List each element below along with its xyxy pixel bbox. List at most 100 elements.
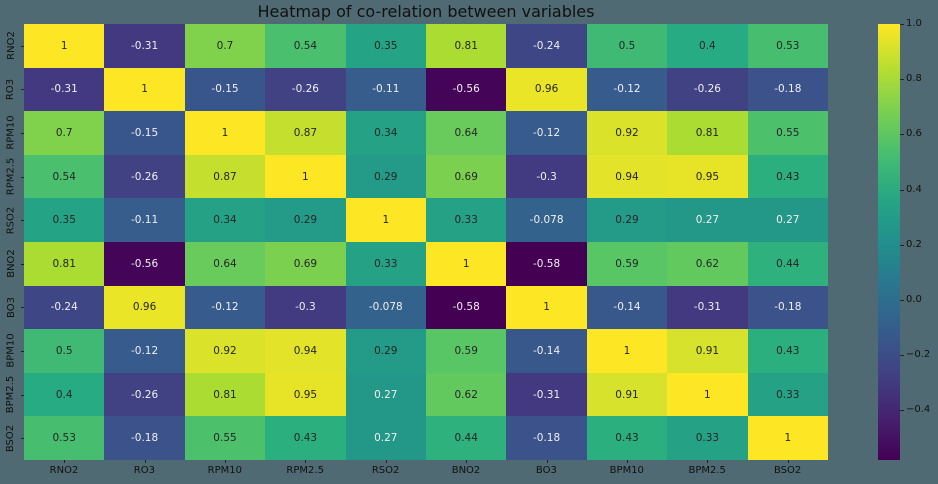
y-tick-label: BSO2 <box>5 424 17 452</box>
heatmap-cell: 0.4 <box>667 24 748 68</box>
heatmap-cell: 0.7 <box>24 111 105 155</box>
heatmap-cell: 0.94 <box>265 329 346 373</box>
heatmap-cell: 0.96 <box>104 285 185 330</box>
heatmap-cell: 0.34 <box>184 198 266 242</box>
heatmap-cell: 1 <box>747 416 828 460</box>
colorbar-tick-label: 0.8 <box>906 73 922 85</box>
heatmap-cell: 0.29 <box>586 198 668 242</box>
heatmap-cell: -0.11 <box>345 67 426 112</box>
heatmap-cell: 0.29 <box>345 154 426 199</box>
heatmap-cell: 1 <box>506 285 587 330</box>
heatmap-cell: 0.43 <box>747 329 828 373</box>
x-tick-label: RO3 <box>133 465 155 476</box>
heatmap-cell: 0.43 <box>747 154 828 199</box>
y-tick-label: RNO2 <box>5 31 17 61</box>
heatmap-cell: -0.56 <box>426 67 507 112</box>
heatmap-cell: -0.12 <box>506 111 587 155</box>
heatmap-cell: -0.3 <box>506 154 587 199</box>
heatmap-cell: 0.35 <box>24 198 105 242</box>
chart-title: Heatmap of co-relation between variables <box>257 2 595 21</box>
heatmap-cell: -0.3 <box>265 285 346 330</box>
x-tick-label: BPM10 <box>609 465 644 476</box>
heatmap-cell: 0.33 <box>747 372 828 417</box>
heatmap-cell: 0.43 <box>265 416 346 460</box>
heatmap-cell: -0.26 <box>265 67 346 112</box>
heatmap-cell: 0.27 <box>747 198 828 242</box>
x-tick-label: RPM10 <box>207 465 242 476</box>
heatmap-cell: 0.55 <box>747 111 828 155</box>
heatmap-cell: 1 <box>667 372 748 417</box>
heatmap-cell: -0.58 <box>426 285 507 330</box>
heatmap-grid: 1 -0.31 0.7 0.54 0.35 0.81 -0.24 0.5 0.4 0.53 -0.3… <box>24 24 828 460</box>
heatmap-cell: 0.92 <box>184 329 266 373</box>
y-tick-label: BNO2 <box>5 249 17 279</box>
heatmap-cell: 1 <box>104 67 185 112</box>
x-tick-label: RSO2 <box>371 465 400 476</box>
heatmap-cell: -0.18 <box>747 285 828 330</box>
heatmap-cell: 1 <box>426 241 507 286</box>
y-tick-label: BPM10 <box>5 333 17 369</box>
heatmap-cell: 0.4 <box>24 372 105 417</box>
heatmap-cell: 0.69 <box>265 241 346 286</box>
heatmap-cell: 0.62 <box>426 372 507 417</box>
heatmap-cell: 0.81 <box>667 111 748 155</box>
heatmap-cell: -0.11 <box>104 198 185 242</box>
heatmap-cell: -0.078 <box>345 285 426 330</box>
heatmap-cell: 0.44 <box>747 241 828 286</box>
heatmap-cell: 0.33 <box>345 241 426 286</box>
heatmap-cell: 0.91 <box>667 329 748 373</box>
heatmap-cell: -0.31 <box>24 67 105 112</box>
colorbar-tick-label: −0.4 <box>906 404 931 416</box>
heatmap-cell: -0.26 <box>104 154 185 199</box>
heatmap-cell: 0.96 <box>506 67 587 112</box>
heatmap-cell: 0.92 <box>586 111 668 155</box>
colorbar-tick-label: −0.2 <box>906 349 931 361</box>
heatmap-cell: 0.55 <box>184 416 266 460</box>
heatmap-cell: 1 <box>184 111 266 155</box>
heatmap-cell: -0.12 <box>586 67 668 112</box>
heatmap-cell: 0.53 <box>24 416 105 460</box>
heatmap-cell: 0.33 <box>426 198 507 242</box>
heatmap-cell: -0.26 <box>667 67 748 112</box>
heatmap-cell: -0.58 <box>506 241 587 286</box>
heatmap-cell: -0.18 <box>506 416 587 460</box>
heatmap-cell: 0.29 <box>345 329 426 373</box>
heatmap-cell: -0.24 <box>24 285 105 330</box>
heatmap-cell: 0.33 <box>667 416 748 460</box>
heatmap-cell: 0.54 <box>24 154 105 199</box>
heatmap-cell: 0.69 <box>426 154 507 199</box>
colorbar-tick-label: 1.0 <box>906 18 922 29</box>
heatmap-cell: 1 <box>265 154 346 199</box>
heatmap-cell: -0.56 <box>104 241 185 286</box>
heatmap-cell: 0.59 <box>586 241 668 286</box>
heatmap-cell: -0.31 <box>667 285 748 330</box>
heatmap-cell: 0.91 <box>586 372 668 417</box>
y-tick-label: RO3 <box>5 78 17 100</box>
colorbar <box>878 24 900 460</box>
heatmap-cell: -0.14 <box>506 329 587 373</box>
heatmap-cell: -0.24 <box>506 24 587 68</box>
heatmap-cell: 0.35 <box>345 24 426 68</box>
colorbar-tick-label: 0.4 <box>906 183 922 195</box>
heatmap-cell: 1 <box>24 24 105 68</box>
heatmap-cell: 0.7 <box>184 24 266 68</box>
heatmap-cell: 0.59 <box>426 329 507 373</box>
heatmap-cell: 0.43 <box>586 416 668 460</box>
heatmap-cell: 0.44 <box>426 416 507 460</box>
y-tick-label: RSO2 <box>5 206 17 234</box>
heatmap-cell: 0.34 <box>345 111 426 155</box>
heatmap-cell: 0.81 <box>184 372 266 417</box>
y-tick-label: RPM10 <box>5 115 17 151</box>
heatmap-cell: -0.18 <box>747 67 828 112</box>
y-tick-label: BPM2.5 <box>5 375 17 414</box>
heatmap-cell: 0.94 <box>586 154 668 199</box>
heatmap-cell: -0.31 <box>506 372 587 417</box>
y-tick-label: RPM2.5 <box>5 157 17 196</box>
heatmap-cell: -0.31 <box>104 24 185 68</box>
x-tick-label: BNO2 <box>451 465 481 476</box>
heatmap-cell: 0.95 <box>265 372 346 417</box>
heatmap-cell: 0.53 <box>747 24 828 68</box>
heatmap-cell: -0.14 <box>586 285 668 330</box>
heatmap-cell: 0.29 <box>265 198 346 242</box>
heatmap-cell: 0.95 <box>667 154 748 199</box>
